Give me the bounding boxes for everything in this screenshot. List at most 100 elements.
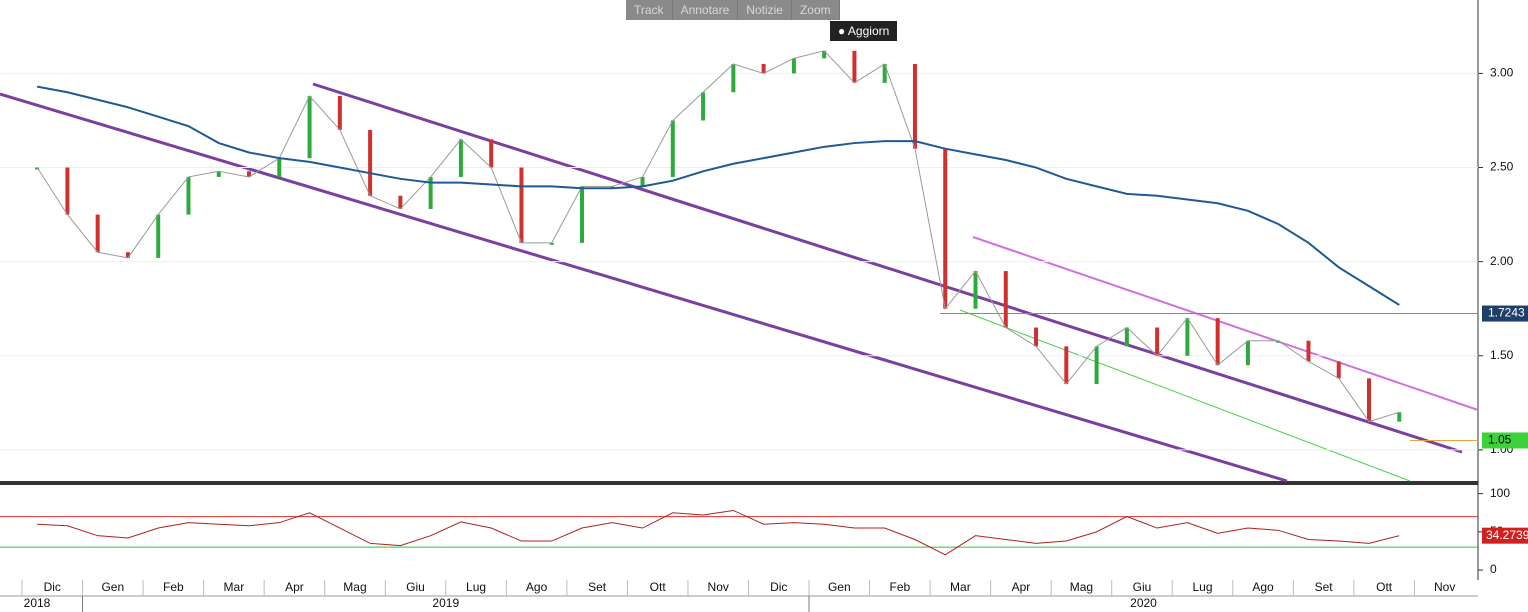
x-tick-label: Dic	[44, 580, 61, 594]
candle	[156, 214, 161, 258]
candle	[35, 167, 40, 170]
candle	[1034, 327, 1039, 347]
candle	[1336, 361, 1341, 379]
candle	[186, 176, 191, 215]
x-tick-label: Giu	[406, 580, 425, 594]
value-tag-label: 1.7243	[1488, 306, 1525, 320]
series-line	[36, 85, 1400, 306]
x-tick-label: Mag	[343, 580, 366, 594]
candle	[973, 271, 978, 309]
x-tick-label: Giu	[1133, 580, 1152, 594]
candle	[519, 167, 524, 243]
x-tick-label: Ago	[1252, 580, 1274, 594]
candle	[1215, 318, 1220, 366]
candle	[428, 176, 433, 209]
x-tick-label: Set	[1315, 580, 1334, 594]
x-tick-label: Ago	[526, 580, 548, 594]
year-label: 2020	[1130, 596, 1157, 610]
series-line	[37, 509, 1400, 556]
x-tick-label: Nov	[708, 580, 729, 594]
candle	[1064, 346, 1069, 384]
candle	[277, 158, 282, 177]
x-tick-label: Lug	[1193, 580, 1213, 594]
toolbar-button[interactable]: Annotare	[673, 0, 739, 20]
candle	[549, 242, 554, 245]
candle	[247, 171, 252, 177]
candle	[1155, 327, 1160, 356]
series-line	[36, 50, 1400, 423]
x-tick-label: Nov	[1434, 580, 1455, 594]
value-tag	[1482, 527, 1528, 544]
candle	[791, 58, 796, 74]
x-tick-label: Gen	[828, 580, 851, 594]
value-tag-label: 34.2739	[1486, 528, 1528, 542]
candle	[95, 214, 100, 253]
candle	[1003, 271, 1008, 328]
candle	[125, 252, 130, 258]
refresh-label[interactable]: Aggiorn	[847, 24, 890, 38]
x-tick-label: Mar	[224, 580, 245, 594]
candle	[1124, 327, 1129, 347]
candle	[1185, 318, 1190, 356]
x-tick-label: Dic	[770, 580, 787, 594]
candle	[852, 50, 857, 83]
y-tick-label: 3.00	[1490, 66, 1514, 80]
candle	[943, 148, 948, 309]
channel-line	[312, 82, 1463, 454]
x-tick-label: Mag	[1070, 580, 1093, 594]
year-label: 2019	[432, 596, 459, 610]
y-tick-label: 1.50	[1490, 348, 1514, 362]
y-tick-label: 0	[1490, 562, 1497, 576]
candle	[489, 139, 494, 168]
panel-divider	[0, 481, 1478, 485]
candle	[912, 64, 917, 149]
candle	[670, 120, 675, 177]
x-tick-label: Ott	[650, 580, 667, 594]
candle	[216, 171, 221, 177]
candle	[822, 50, 827, 59]
candle	[761, 64, 766, 74]
candle	[65, 167, 70, 215]
y-tick-label: 2.00	[1490, 254, 1514, 268]
toolbar-button[interactable]: Notizie	[738, 0, 792, 20]
channel-line	[972, 236, 1479, 411]
x-tick-label: Gen	[101, 580, 124, 594]
candle	[579, 186, 584, 243]
x-tick-label: Apr	[285, 580, 304, 594]
x-tick-label: Feb	[889, 580, 910, 594]
candle	[368, 129, 373, 196]
value-tag	[1482, 305, 1528, 322]
candle	[731, 64, 736, 93]
toolbar: Track Annotare Notizie Zoom	[626, 0, 840, 20]
x-tick-label: Mar	[950, 580, 971, 594]
toolbar-button[interactable]: Zoom	[792, 0, 840, 20]
x-tick-label: Apr	[1012, 580, 1031, 594]
toolbar-button[interactable]: Track	[626, 0, 673, 20]
candle	[640, 176, 645, 187]
candle	[1094, 346, 1099, 384]
candle	[337, 96, 342, 130]
candle	[1306, 340, 1311, 362]
candle	[307, 96, 312, 159]
x-tick-label: Ott	[1376, 580, 1393, 594]
candle	[1367, 378, 1372, 422]
candle	[882, 64, 887, 83]
y-tick-label: 100	[1490, 486, 1510, 500]
x-tick-label: Set	[588, 580, 607, 594]
value-tag	[1482, 432, 1528, 449]
candle	[398, 195, 403, 209]
year-label: 2018	[24, 596, 51, 610]
candle	[701, 92, 706, 121]
candle	[1276, 340, 1281, 343]
y-tick-label: 2.50	[1490, 160, 1514, 174]
candle	[1245, 340, 1250, 366]
candle	[458, 139, 463, 177]
x-tick-label: Feb	[163, 580, 184, 594]
candle	[1397, 412, 1402, 422]
channel-line	[0, 92, 1288, 483]
value-tag-label: 1.05	[1488, 433, 1512, 447]
refresh-button[interactable]: ● Aggiorn	[830, 21, 898, 41]
